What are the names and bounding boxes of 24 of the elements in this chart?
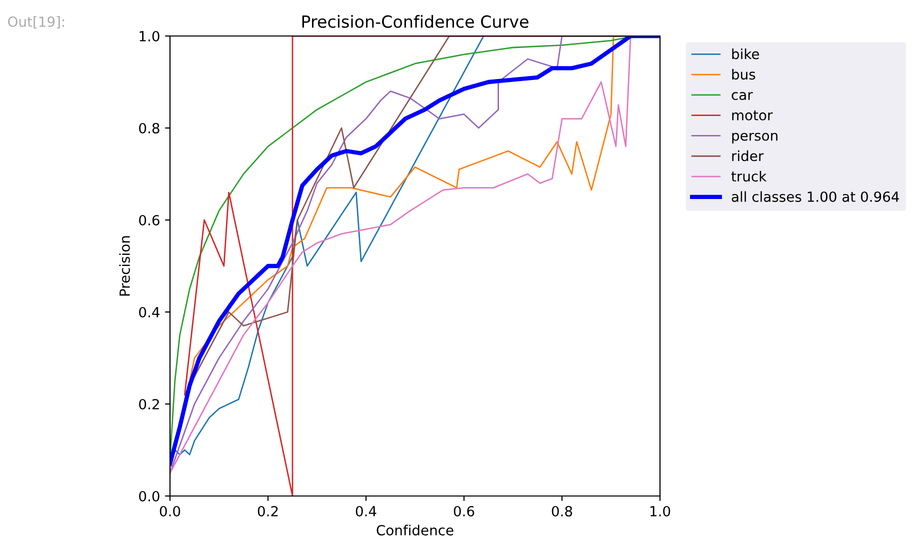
legend-label: bike — [732, 48, 760, 60]
legend-label: motor — [732, 110, 773, 120]
legend-label: car — [732, 92, 753, 100]
chart-title: Precision-Confidence Curve — [302, 15, 528, 28]
x-tick-label: 0.6 — [454, 506, 474, 516]
legend-label: rider — [732, 150, 764, 162]
x-tick-label: 0.4 — [356, 506, 376, 516]
y-tick-label: 0.2 — [139, 398, 159, 410]
legend-label: truck — [731, 170, 767, 182]
y-axis-title: Precision — [119, 236, 130, 296]
legend-label: all classes 1.00 at 0.964 — [732, 191, 899, 202]
y-tick-label: 1.0 — [140, 30, 160, 42]
y-tick-label: 0.8 — [139, 122, 160, 134]
x-tick-label: 0.8 — [552, 506, 572, 516]
legend-label: person — [732, 132, 778, 144]
y-tick-label: 0.0 — [139, 490, 160, 502]
legend-label: bus — [732, 68, 756, 80]
x-tick-label: 0.2 — [258, 506, 278, 516]
text: Out[19]: — [8, 16, 64, 29]
x-tick-label: 1.0 — [650, 506, 670, 516]
y-tick-label: 0.4 — [139, 306, 160, 318]
x-axis-title: Confidence — [376, 524, 454, 536]
x-tick-label: 0.0 — [160, 506, 180, 516]
y-tick-label: 0.6 — [139, 214, 160, 226]
